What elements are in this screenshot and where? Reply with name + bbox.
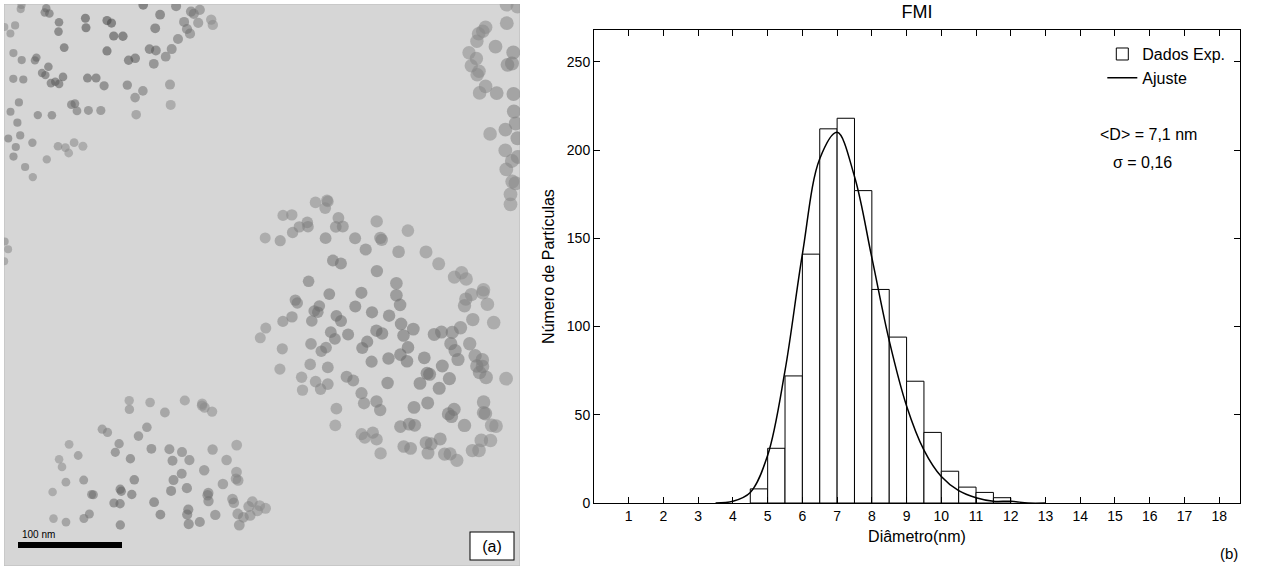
svg-text:6: 6 [798, 508, 806, 524]
svg-text:8: 8 [868, 508, 876, 524]
svg-text:12: 12 [1003, 508, 1019, 524]
svg-text:9: 9 [903, 508, 911, 524]
svg-text:100: 100 [567, 318, 591, 334]
svg-text:7: 7 [833, 508, 841, 524]
svg-text:3: 3 [694, 508, 702, 524]
svg-text:1: 1 [625, 508, 633, 524]
svg-text:Ajuste: Ajuste [1142, 70, 1187, 87]
svg-text:150: 150 [567, 230, 591, 246]
svg-text:14: 14 [1072, 508, 1088, 524]
svg-text:15: 15 [1107, 508, 1123, 524]
svg-text:FMI: FMI [902, 2, 933, 22]
svg-text:Dados Exp.: Dados Exp. [1142, 46, 1225, 63]
svg-text:<D> = 7,1 nm: <D> = 7,1 nm [1100, 126, 1197, 143]
svg-text:(b): (b) [1220, 545, 1238, 562]
svg-text:4: 4 [729, 508, 737, 524]
svg-text:Número de Partículas: Número de Partículas [540, 189, 557, 344]
svg-text:Diâmetro(nm): Diâmetro(nm) [868, 528, 966, 545]
svg-text:10: 10 [934, 508, 950, 524]
svg-text:17: 17 [1177, 508, 1193, 524]
svg-text:5: 5 [764, 508, 772, 524]
svg-text:0: 0 [582, 495, 590, 511]
svg-text:11: 11 [969, 508, 984, 524]
svg-text:100 nm: 100 nm [22, 529, 55, 540]
svg-text:18: 18 [1211, 508, 1227, 524]
svg-text:σ = 0,16: σ = 0,16 [1113, 154, 1172, 171]
svg-text:(a): (a) [482, 538, 502, 555]
svg-text:50: 50 [575, 407, 591, 423]
svg-text:200: 200 [567, 142, 591, 158]
svg-text:16: 16 [1142, 508, 1158, 524]
svg-text:13: 13 [1038, 508, 1054, 524]
svg-text:2: 2 [660, 508, 668, 524]
svg-text:250: 250 [567, 54, 591, 70]
